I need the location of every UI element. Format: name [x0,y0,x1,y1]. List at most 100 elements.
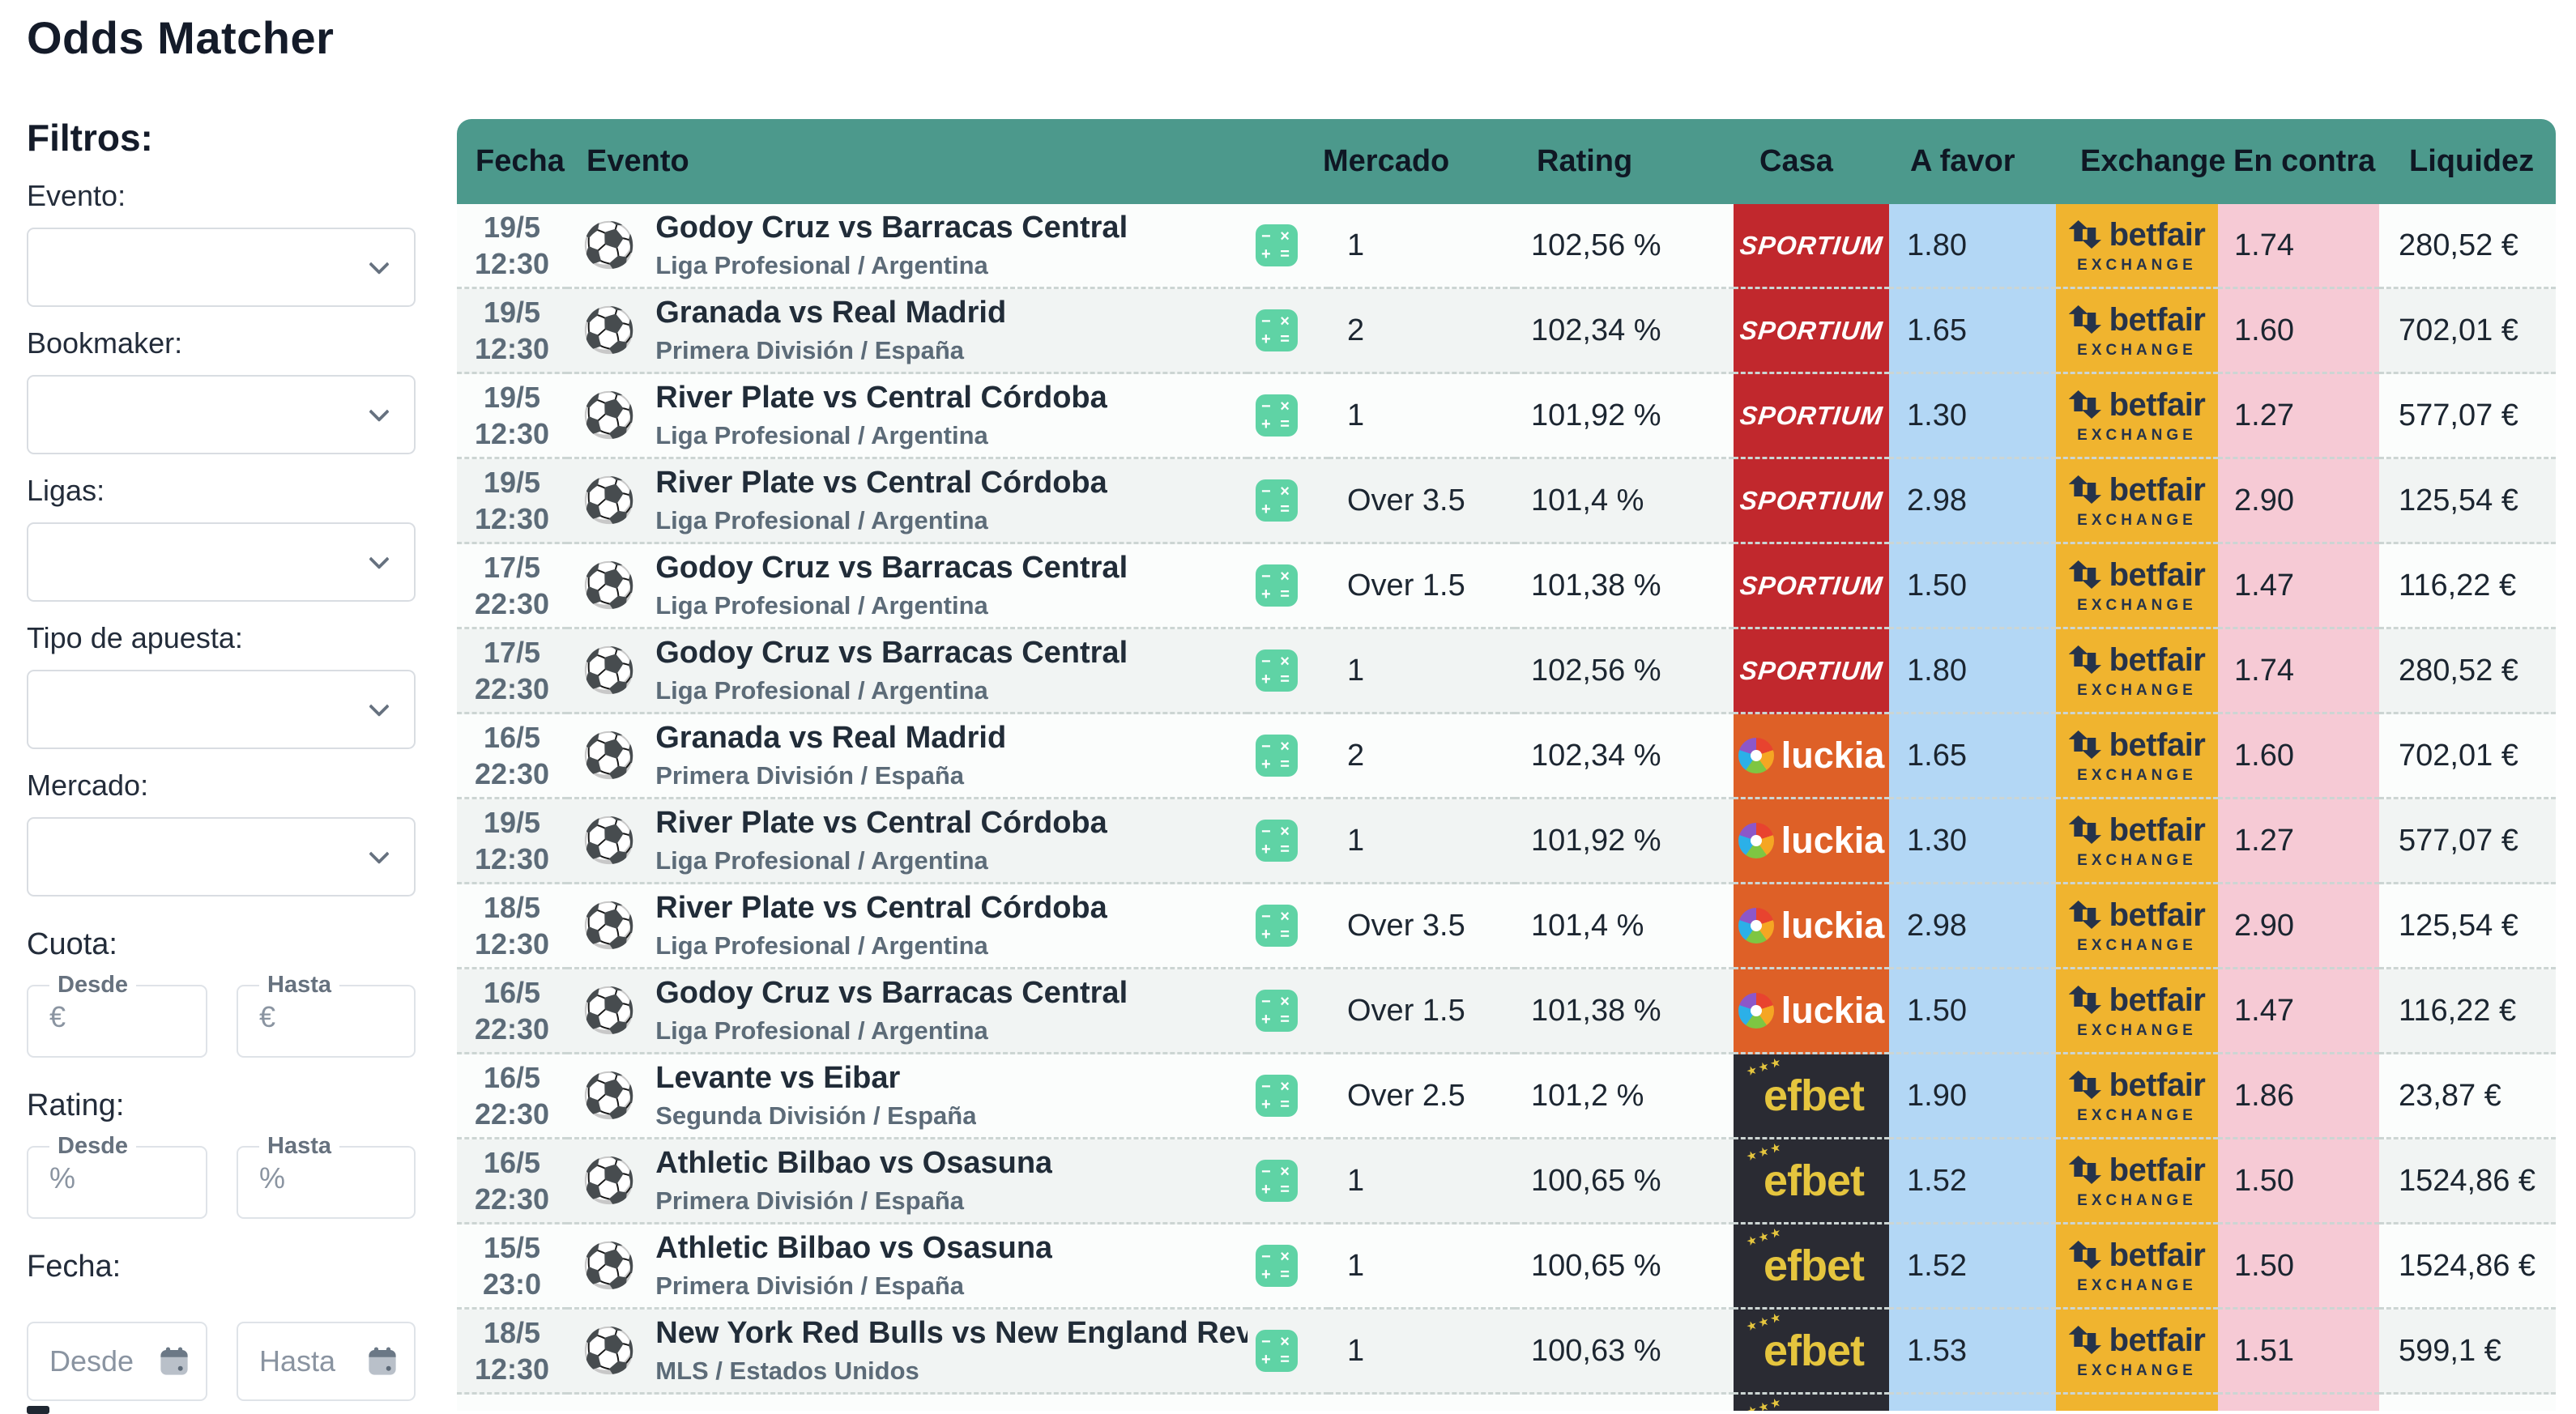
market-value: 1 [1329,204,1515,289]
betfair-arrows-icon [2069,729,2103,761]
exchange-sublabel: EXCHANGE [2077,937,2197,955]
tipo-apuesta-select[interactable] [27,670,416,749]
table-row[interactable]: 16/5 22:30 ⚽ Athletic Bilbao vs Osasuna … [457,1139,2556,1224]
mercado-select[interactable] [27,817,416,897]
event-league: Liga Profesional / Argentina [655,846,1107,875]
soccer-ball-icon: ⚽ [582,1074,636,1118]
table-row[interactable]: 19/5 12:30 ⚽ River Plate vs Central Córd… [457,799,2556,884]
calculator-icon[interactable] [1256,309,1298,351]
rating-hasta-input[interactable] [238,1160,396,1195]
market-value: 2 [1329,289,1515,374]
chevron-down-icon [369,549,389,569]
event-date: 16/5 22:30 [457,969,567,1054]
cuota-desde-input[interactable] [28,999,188,1034]
soccer-ball-icon: ⚽ [582,1329,636,1373]
calculator-icon[interactable] [1256,990,1298,1032]
calculator-icon[interactable] [1256,650,1298,692]
table-row[interactable]: 16/5 22:30 ⚽ Granada vs Real Madrid Prim… [457,714,2556,799]
soccer-ball-icon: ⚽ [582,564,636,607]
chevron-down-icon [369,844,389,864]
event-date: 16/5 22:30 [457,1054,567,1139]
bookmaker-cell: SPORTIUM luckia efbet [1734,204,1889,289]
table-body: 19/5 12:30 ⚽ Godoy Cruz vs Barracas Cent… [457,204,2556,1411]
table-row[interactable]: 15/5 23:0 ⚽ Athletic Bilbao vs Osasuna P… [457,1224,2556,1310]
table-row[interactable]: 19/5 12:30 ⚽ Godoy Cruz vs Barracas Cent… [457,204,2556,289]
table-row[interactable]: 18/5 12:30 ⚽ New York Red Bulls vs New E… [457,1310,2556,1395]
betfair-arrows-icon [2069,304,2103,336]
evento-select[interactable] [27,228,416,307]
sportium-logo: SPORTIUM [1738,486,1884,516]
event-date-time: 23:0 [483,1266,541,1302]
lay-odds-value: 1.47 [2218,544,2379,629]
rating-desde-input[interactable] [28,1160,188,1195]
event-date: 17/5 22:30 [457,544,567,629]
event-date-time: 12:30 [475,330,549,367]
bookmaker-select[interactable] [27,375,416,454]
calculator-icon[interactable] [1256,735,1298,777]
calculator-icon[interactable] [1256,394,1298,437]
calculator-icon[interactable] [1256,1075,1298,1117]
event-league: Liga Profesional / Argentina [655,591,1128,620]
fecha-desde-input[interactable] [28,1344,136,1378]
table-row[interactable]: 17/5 22:30 ⚽ Godoy Cruz vs Barracas Cent… [457,544,2556,629]
table-row[interactable]: 19/5 12:30 ⚽ River Plate vs Central Córd… [457,374,2556,459]
back-odds-value: 2.98 [1889,884,2056,969]
soccer-ball-icon: ⚽ [582,904,636,948]
event-date: 19/5 12:30 [457,374,567,459]
table-row[interactable]: 19/5 12:30 ⚽ River Plate vs Central Córd… [457,459,2556,544]
market-value: 1 [1329,629,1515,714]
efbet-logo: efbet [1759,1241,1864,1291]
calculator-icon[interactable] [1256,479,1298,522]
liquidity-value: 280,52 € [2379,629,2556,714]
sportium-logo: SPORTIUM [1738,656,1884,686]
calculator-icon[interactable] [1256,820,1298,862]
calculator-icon[interactable] [1256,1245,1298,1287]
rating-label: Rating: [27,1088,417,1123]
betfair-arrows-icon [2069,1154,2103,1186]
lay-odds-value: 1.60 [2218,714,2379,799]
event-date-time: 22:30 [475,1011,549,1047]
luckia-logo: luckia [1738,905,1885,947]
exchange-sublabel: EXCHANGE [2077,1277,2197,1295]
col-header-a-favor: A favor [1889,144,2056,179]
soccer-ball-icon: ⚽ [582,819,636,862]
calculator-icon[interactable] [1256,905,1298,947]
soccer-ball-icon: ⚽ [582,224,636,267]
market-value: Over 1.5 [1329,969,1515,1054]
page-title: Odds Matcher [27,11,417,64]
table-row[interactable]: 17/5 22:30 ⚽ Godoy Cruz vs Barracas Cent… [457,629,2556,714]
table-row[interactable]: 18/5 12:30 ⚽ River Plate vs Central Córd… [457,884,2556,969]
calculator-icon[interactable] [1256,1330,1298,1372]
calculator-icon[interactable] [1256,564,1298,607]
calendar-icon [157,1344,191,1378]
event-cell: ⚽ River Plate vs Central Córdoba Liga Pr… [567,459,1247,544]
table-row[interactable]: 15/5 ⚽ FC Vizela vs Estrela Amadora SPOR… [457,1395,2556,1411]
event-league: Primera División / España [655,1186,1052,1216]
calc-cell [1247,799,1329,884]
soccer-ball-icon: ⚽ [582,989,636,1033]
betfair-arrows-icon [2069,984,2103,1016]
rating-value: 100,65 % [1515,1224,1734,1310]
back-odds-value: 1.65 [1889,289,2056,374]
calculator-icon[interactable] [1256,1160,1298,1202]
rating-desde-legend: Desde [49,1133,136,1160]
lay-odds-value: 1.47 [2218,969,2379,1054]
fecha-hasta-input[interactable] [238,1344,344,1378]
table-row[interactable]: 16/5 22:30 ⚽ Godoy Cruz vs Barracas Cent… [457,969,2556,1054]
betfair-logo: betfair [2109,727,2206,764]
ligas-select[interactable] [27,522,416,602]
cuota-hasta-input[interactable] [238,999,396,1034]
table-row[interactable]: 16/5 22:30 ⚽ Levante vs Eibar Segunda Di… [457,1054,2556,1139]
lay-odds-value: 1.27 [2218,374,2379,459]
liquidity-value: 577,07 € [2379,799,2556,884]
sportium-logo: SPORTIUM [1738,571,1884,601]
event-date: 19/5 12:30 [457,289,567,374]
event-title: Godoy Cruz vs Barracas Central [655,636,1128,671]
event-date-time: 22:30 [475,671,549,707]
rating-value: 101,2 % [1515,1054,1734,1139]
rating-value: 101,38 % [1515,544,1734,629]
table-row[interactable]: 19/5 12:30 ⚽ Granada vs Real Madrid Prim… [457,289,2556,374]
chevron-down-icon [369,254,389,275]
market-value: Over 1.5 [1329,544,1515,629]
calculator-icon[interactable] [1256,224,1298,266]
